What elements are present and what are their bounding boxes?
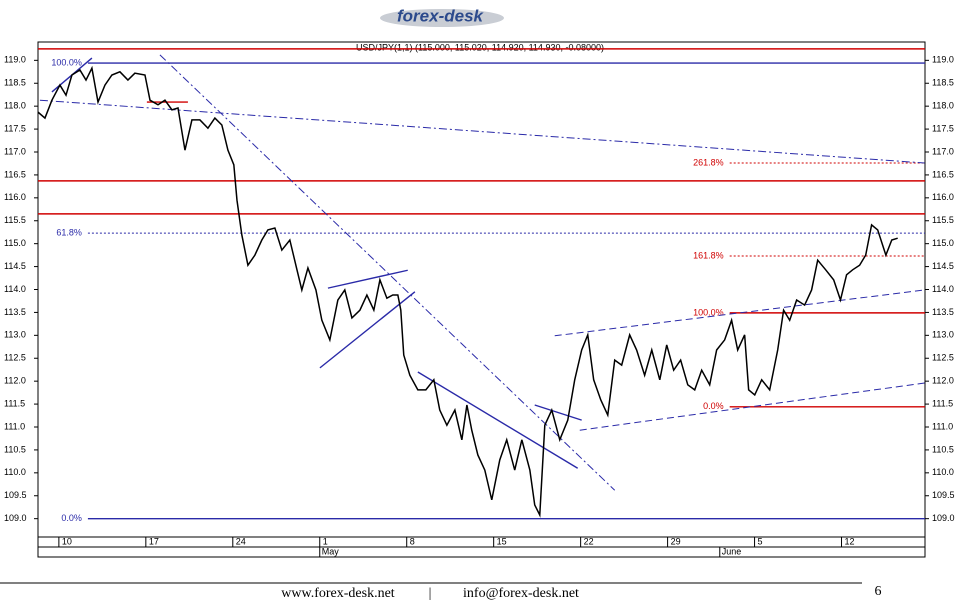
y-tick-label: 113.5 [4,307,26,317]
x-tick-label: 12 [845,536,855,546]
y2-tick-label: 113.5 [932,307,954,317]
level-label: 100.0% [51,57,82,67]
y2-tick-label: 109.5 [932,490,955,500]
y2-tick-label: 110.0 [932,467,954,477]
x-tick-label: 5 [758,536,763,546]
x-tick-label: 8 [410,536,415,546]
y2-tick-label: 110.5 [932,444,954,454]
study-line [417,371,579,469]
x-tick-label: 29 [671,536,681,546]
y2-tick-label: 115.5 [932,215,954,225]
study-line [554,289,925,337]
y2-tick-label: 119.0 [932,55,954,65]
y-tick-label: 111.5 [4,398,25,408]
page-number: 6 [875,584,882,599]
study-line [39,99,925,164]
y-tick-label: 110.5 [4,444,26,454]
y-tick-label: 109.0 [4,513,27,523]
y2-tick-label: 116.0 [932,192,954,202]
y2-tick-label: 112.0 [932,376,954,386]
y2-tick-label: 111.0 [932,421,953,431]
y2-tick-label: 113.0 [932,330,954,340]
chart-title: USD/JPY(1,1) (115.000, 115.020, 114.920,… [356,42,604,52]
footer-website: www.forex-desk.net [281,586,394,601]
logo-swoosh [380,9,504,27]
y2-tick-label: 111.5 [932,398,953,408]
footer-separator: | [429,586,432,601]
study-line [327,269,408,289]
y-tick-label: 115.5 [4,215,26,225]
study-line [159,54,616,491]
y2-tick-label: 114.5 [932,261,954,271]
y-tick-label: 115.0 [4,238,26,248]
y-tick-label: 112.5 [4,353,26,363]
y2-tick-label: 118.5 [932,78,954,88]
y2-tick-label: 118.0 [932,101,954,111]
y-tick-label: 111.0 [4,421,25,431]
y-tick-label: 117.5 [4,123,26,133]
y2-tick-label: 112.5 [932,353,954,363]
level-label: 0.0% [61,513,82,523]
y-tick-label: 117.0 [4,146,26,156]
level-label: 0.0% [703,401,724,411]
x-tick-label: 1 [323,536,328,546]
level-label: 161.8% [693,250,724,260]
logo: forex-desk [397,6,485,25]
month-label: June [722,546,742,556]
y-tick-label: 109.5 [4,490,27,500]
y2-tick-label: 117.0 [932,146,954,156]
x-tick-label: 10 [62,536,72,546]
x-tick-label: 24 [236,536,246,546]
y2-tick-label: 116.5 [932,169,954,179]
y-tick-label: 116.0 [4,192,26,202]
y2-tick-label: 117.5 [932,123,954,133]
y-tick-label: 119.0 [4,55,26,65]
y-tick-label: 114.0 [4,284,26,294]
y-tick-label: 113.0 [4,330,26,340]
study-line [319,291,416,369]
study-line [579,382,925,431]
level-label: 100.0% [693,307,724,317]
y2-tick-label: 115.0 [932,238,954,248]
y2-tick-label: 109.0 [932,513,955,523]
x-tick-label: 22 [584,536,594,546]
y-tick-label: 118.0 [4,101,26,111]
month-label: May [322,546,340,556]
y-tick-label: 110.0 [4,467,26,477]
footer-email: info@forex-desk.net [463,586,579,601]
y-tick-label: 118.5 [4,78,26,88]
y-tick-label: 114.5 [4,261,26,271]
level-label: 261.8% [693,157,724,167]
y-tick-label: 112.0 [4,376,26,386]
y2-tick-label: 114.0 [932,284,954,294]
x-tick-label: 15 [497,536,507,546]
study-line [534,404,582,421]
price-line [37,65,898,518]
y-tick-label: 116.5 [4,169,26,179]
level-label: 61.8% [56,228,82,238]
x-tick-label: 17 [149,536,159,546]
